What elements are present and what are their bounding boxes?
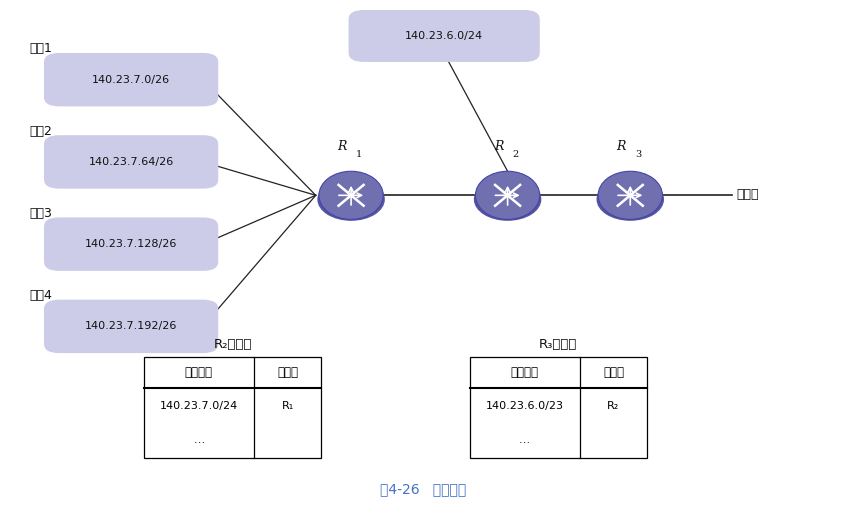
FancyBboxPatch shape: [44, 53, 218, 106]
Ellipse shape: [598, 171, 662, 219]
Text: 1: 1: [356, 151, 362, 159]
FancyBboxPatch shape: [44, 135, 218, 189]
Text: 140.23.6.0/23: 140.23.6.0/23: [486, 400, 563, 411]
Text: 图4-26   路由聚合: 图4-26 路由聚合: [380, 482, 466, 496]
Text: 网的4: 网的4: [30, 289, 52, 302]
Text: 140.23.7.192/26: 140.23.7.192/26: [85, 321, 178, 332]
Ellipse shape: [317, 178, 385, 221]
Text: 网络前缀: 网络前缀: [185, 366, 213, 379]
FancyBboxPatch shape: [44, 217, 218, 271]
Text: 140.23.7.128/26: 140.23.7.128/26: [85, 239, 178, 249]
Text: 网的2: 网的2: [30, 124, 52, 138]
Text: …: …: [194, 435, 205, 446]
Ellipse shape: [319, 171, 383, 219]
Text: 3: 3: [635, 151, 641, 159]
Text: 140.23.7.64/26: 140.23.7.64/26: [89, 157, 173, 167]
Ellipse shape: [475, 171, 540, 219]
FancyBboxPatch shape: [44, 300, 218, 353]
Text: 2: 2: [513, 151, 519, 159]
Text: 互联网: 互联网: [736, 188, 759, 201]
Text: 140.23.7.0/24: 140.23.7.0/24: [160, 400, 238, 411]
Text: 下一跳: 下一跳: [277, 366, 299, 379]
Ellipse shape: [474, 178, 541, 221]
Text: R: R: [338, 140, 347, 153]
Ellipse shape: [596, 178, 664, 221]
Bar: [470, 357, 647, 458]
FancyBboxPatch shape: [349, 10, 540, 62]
Bar: [144, 357, 321, 458]
Text: R₃路由表: R₃路由表: [539, 338, 578, 351]
Text: R: R: [494, 140, 503, 153]
Text: R: R: [617, 140, 626, 153]
Text: …: …: [519, 435, 530, 446]
Text: 140.23.7.0/26: 140.23.7.0/26: [92, 75, 170, 85]
Text: 网的1: 网的1: [30, 42, 52, 56]
Text: R₂: R₂: [607, 400, 619, 411]
Text: 网络前缀: 网络前缀: [511, 366, 539, 379]
Text: R₁: R₁: [282, 400, 294, 411]
Text: R₂路由表: R₂路由表: [213, 338, 252, 351]
Text: 下一跳: 下一跳: [603, 366, 624, 379]
Text: 140.23.6.0/24: 140.23.6.0/24: [405, 31, 483, 41]
Text: 网的3: 网的3: [30, 207, 52, 220]
